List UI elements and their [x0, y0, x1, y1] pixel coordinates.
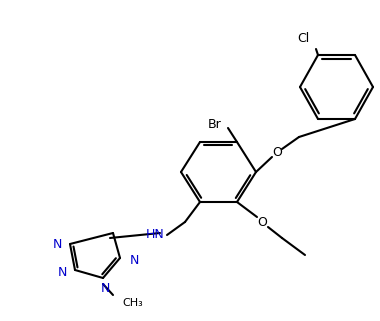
Text: CH₃: CH₃	[122, 298, 143, 308]
Text: HN: HN	[146, 229, 165, 241]
Text: O: O	[272, 145, 282, 159]
Text: N: N	[100, 282, 110, 294]
Text: O: O	[257, 215, 267, 229]
Text: Cl: Cl	[297, 32, 309, 46]
Text: Br: Br	[208, 117, 222, 131]
Text: N: N	[52, 238, 62, 250]
Text: N: N	[130, 255, 139, 267]
Text: N: N	[58, 266, 67, 280]
